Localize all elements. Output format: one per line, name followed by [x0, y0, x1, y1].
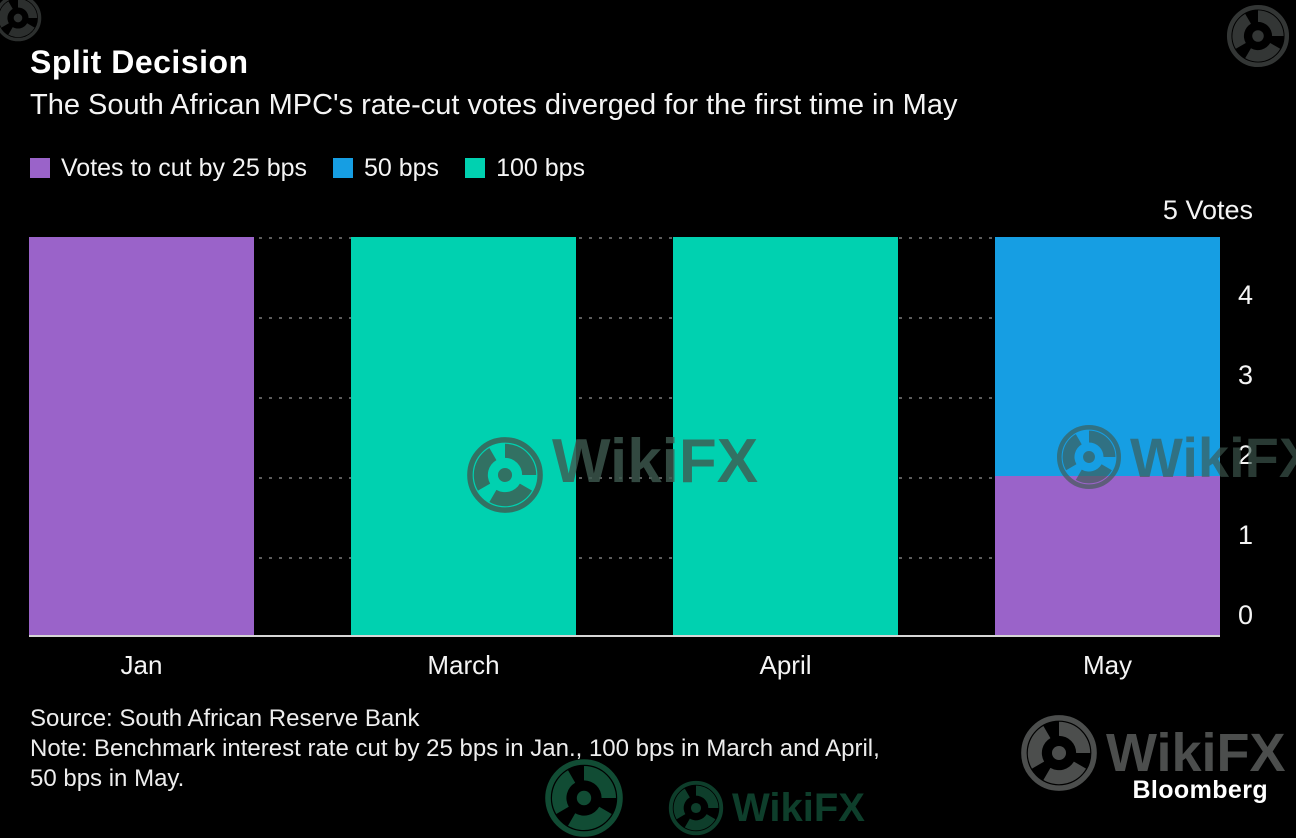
legend-swatch [30, 158, 50, 178]
plot-area: 5 Votes 0 1 2 3 4 [29, 195, 1253, 637]
legend: Votes to cut by 25 bps 50 bps 100 bps [30, 153, 585, 183]
y-tick-label: 1 [1237, 520, 1253, 550]
chart-subtitle: The South African MPC's rate-cut votes d… [30, 89, 958, 121]
y-tick-label: 3 [1237, 360, 1253, 390]
x-axis-labels: Jan March April May [29, 650, 1220, 681]
footer: Source: South African Reserve Bank Note:… [30, 704, 880, 794]
wikifx-logo-icon [0, 0, 42, 42]
bar-segment [351, 237, 576, 635]
chart-title: Split Decision [30, 44, 249, 80]
y-tick-label: 0 [1237, 600, 1253, 630]
bar-segment [673, 237, 898, 635]
wikifx-logo-icon [1226, 4, 1290, 68]
note-text-line2: 50 bps in May. [30, 765, 185, 792]
legend-label: 50 bps [364, 153, 440, 182]
bar-segment [995, 475, 1220, 635]
x-tick-label: May [1082, 650, 1133, 680]
gridline [29, 477, 1220, 479]
legend-item: Votes to cut by 25 bps [30, 154, 307, 183]
x-tick-label: Jan [120, 650, 163, 680]
wikifx-logo-icon [1020, 714, 1098, 792]
legend-item: 50 bps [333, 154, 439, 183]
watermark-top-right [1226, 4, 1290, 68]
gridline [29, 557, 1220, 559]
source-text: Source: South African Reserve Bank [30, 705, 420, 732]
x-tick-label: March [427, 650, 500, 680]
bar-segment [995, 237, 1220, 476]
y-tick-label: 4 [1237, 280, 1253, 310]
bar-may [995, 237, 1220, 635]
watermark-text: WikiFX [1106, 723, 1286, 783]
bloomberg-logo: Bloomberg [1132, 776, 1268, 804]
x-tick-label: April [759, 650, 812, 680]
note-text-line1: Note: Benchmark interest rate cut by 25 … [30, 735, 880, 762]
bar-jan [29, 237, 254, 635]
y-axis-top-label: 5 Votes [1162, 195, 1253, 225]
legend-swatch [465, 158, 486, 178]
bar-april [673, 237, 898, 635]
gridline [29, 397, 1220, 399]
bars [29, 237, 1220, 635]
legend-swatch [333, 158, 353, 178]
legend-item: 100 bps [465, 154, 585, 183]
bar-segment [29, 237, 254, 635]
watermark-top-left [0, 0, 42, 42]
y-tick-label: 2 [1237, 440, 1253, 470]
legend-label: Votes to cut by 25 bps [61, 153, 307, 182]
bar-march [351, 237, 576, 635]
gridline [29, 317, 1220, 319]
legend-label: 100 bps [496, 153, 586, 182]
gridline [29, 237, 1220, 239]
